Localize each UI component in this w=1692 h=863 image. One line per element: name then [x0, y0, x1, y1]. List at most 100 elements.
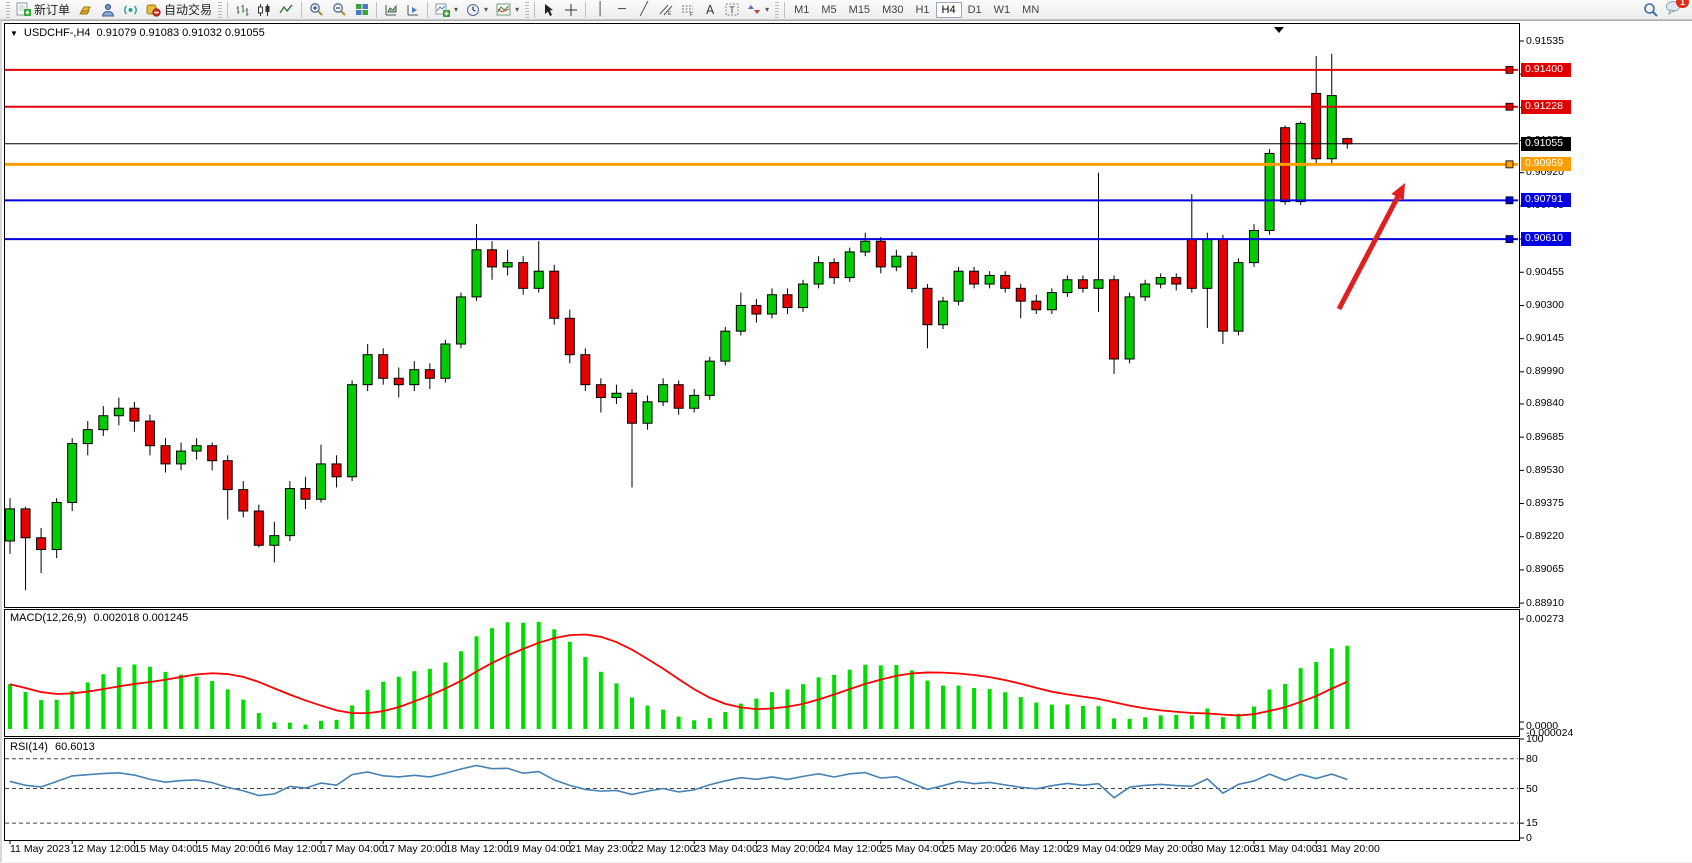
auto-scroll-icon — [407, 4, 419, 15]
line-chart-button[interactable] — [275, 1, 298, 19]
scroll-to-end-icon[interactable] — [1274, 27, 1284, 33]
tab-timeframe-m5[interactable]: M5 — [815, 2, 842, 18]
arrows-tool-button[interactable]: ▾ — [743, 1, 773, 19]
price-pane[interactable] — [4, 23, 1520, 608]
chart-canvas[interactable] — [2, 21, 1692, 863]
line-handle[interactable] — [1505, 66, 1514, 74]
candle-up — [658, 384, 669, 403]
line-handle[interactable] — [1505, 196, 1514, 205]
candle-up — [362, 354, 373, 386]
line-handle[interactable] — [1505, 160, 1514, 169]
macd-axis-min: -0.000024 — [1526, 727, 1574, 739]
macd-histogram-bar — [70, 690, 75, 729]
tab-timeframe-h1[interactable]: H1 — [909, 2, 935, 18]
macd-histogram-bar — [661, 709, 666, 729]
horizontal-line-tool-button[interactable]: ─ — [611, 1, 633, 19]
candle-down — [1015, 287, 1026, 302]
toolbar-separator — [301, 1, 303, 18]
crosshair-tool-button[interactable] — [560, 1, 582, 19]
tab-timeframe-w1[interactable]: W1 — [988, 2, 1017, 18]
zoom-in-button[interactable] — [305, 1, 328, 19]
candle-up — [316, 463, 326, 500]
gold-button[interactable] — [74, 1, 97, 19]
toolbar-separator — [427, 1, 429, 18]
candle-up — [347, 384, 358, 478]
chart-window[interactable]: ▼ USDCHF-,H4 0.91079 0.91083 0.91032 0.9… — [0, 20, 1692, 862]
macd-histogram-bar — [521, 622, 526, 729]
candle-down — [144, 420, 155, 447]
rsi-tick-label: 80 — [1526, 752, 1538, 765]
tile-windows-button[interactable] — [351, 1, 373, 19]
symbol-dropdown-icon[interactable]: ▼ — [10, 28, 18, 38]
macd-histogram-bar — [101, 674, 106, 729]
search-icon[interactable] — [1643, 2, 1659, 18]
chat-button[interactable]: 1 — [1665, 0, 1689, 20]
bar-chart-button[interactable] — [231, 1, 253, 19]
text-tool-button[interactable]: A — [699, 1, 721, 19]
candle-up — [844, 251, 855, 279]
vertical-line-tool-button[interactable]: │ — [589, 1, 611, 19]
text-label-tool-button[interactable]: T — [721, 1, 743, 19]
dropdown-arrow-icon: ▾ — [484, 5, 489, 14]
profile-button[interactable] — [97, 1, 119, 19]
candle-down — [487, 249, 498, 268]
fibonacci-tool-button[interactable]: F — [677, 1, 699, 19]
tab-timeframe-d1[interactable]: D1 — [962, 2, 988, 18]
candle-up — [938, 300, 948, 326]
candle-up — [191, 445, 202, 452]
candlestick-chart-button[interactable] — [253, 1, 275, 19]
line-handle[interactable] — [1505, 102, 1514, 111]
candle-down — [331, 463, 342, 478]
macd-histogram-bar — [1112, 718, 1117, 729]
candle-down — [549, 270, 560, 319]
macd-pane[interactable] — [4, 609, 1520, 737]
tab-timeframe-m15[interactable]: M15 — [843, 2, 876, 18]
annotation-arrow-shaft[interactable] — [1336, 190, 1403, 311]
trendline-tool-button[interactable]: ╱ — [633, 1, 655, 19]
time-tick-label: 12 May 12:00 — [72, 843, 136, 855]
auto-trading-button[interactable]: 自动交易 — [142, 1, 216, 19]
candle-down — [238, 489, 249, 512]
candle-down — [1171, 277, 1182, 285]
candle-up — [1264, 152, 1275, 232]
time-tick-label: 23 May 04:00 — [694, 843, 758, 855]
tab-timeframe-m1[interactable]: M1 — [788, 2, 815, 18]
candle-down — [875, 240, 886, 268]
toolbar-separator — [376, 1, 378, 18]
line-handle[interactable] — [1505, 235, 1514, 243]
annotation-arrow-head[interactable] — [1391, 183, 1405, 201]
price-badge: 0.91228 — [1521, 99, 1571, 114]
template-icon — [496, 3, 511, 16]
price-tick-label: 0.89065 — [1526, 563, 1564, 576]
new-order-button[interactable]: 新订单 — [12, 1, 74, 19]
macd-histogram-bar — [598, 671, 603, 729]
toolbar-right-group: 1 — [1643, 0, 1689, 20]
macd-histogram-bar — [116, 667, 121, 729]
signals-button[interactable] — [119, 1, 142, 19]
candle-down — [424, 369, 435, 379]
candle-up — [735, 304, 746, 332]
macd-axis-zero: 0.0000 — [1526, 720, 1559, 732]
tab-timeframe-h4[interactable]: H4 — [935, 1, 962, 18]
macd-histogram-bar — [8, 684, 12, 729]
tab-timeframe-m30[interactable]: M30 — [876, 2, 909, 18]
tab-timeframe-mn[interactable]: MN — [1016, 2, 1045, 18]
periods-button[interactable]: ▾ — [462, 1, 492, 19]
auto-scroll-button[interactable] — [402, 1, 424, 19]
cursor-tool-button[interactable] — [538, 1, 560, 19]
candle-down — [36, 537, 47, 551]
templates-button[interactable]: ▾ — [492, 1, 523, 19]
macd-histogram-bar — [941, 685, 945, 729]
zoom-out-button[interactable] — [328, 1, 351, 19]
candle-up — [502, 262, 513, 268]
price-tick-label: 0.89685 — [1526, 430, 1564, 443]
macd-histogram-bar — [241, 699, 246, 729]
new-chart-button[interactable]: ▾ — [431, 1, 462, 19]
time-tick-label: 19 May 04:00 — [507, 843, 572, 855]
rsi-pane[interactable] — [4, 738, 1520, 841]
macd-histogram-bar — [645, 705, 650, 729]
chart-header: ▼ USDCHF-,H4 0.91079 0.91083 0.91032 0.9… — [10, 27, 265, 39]
data-window-button[interactable] — [380, 1, 402, 19]
signal-icon — [124, 4, 137, 15]
channel-tool-button[interactable]: E — [655, 1, 677, 19]
